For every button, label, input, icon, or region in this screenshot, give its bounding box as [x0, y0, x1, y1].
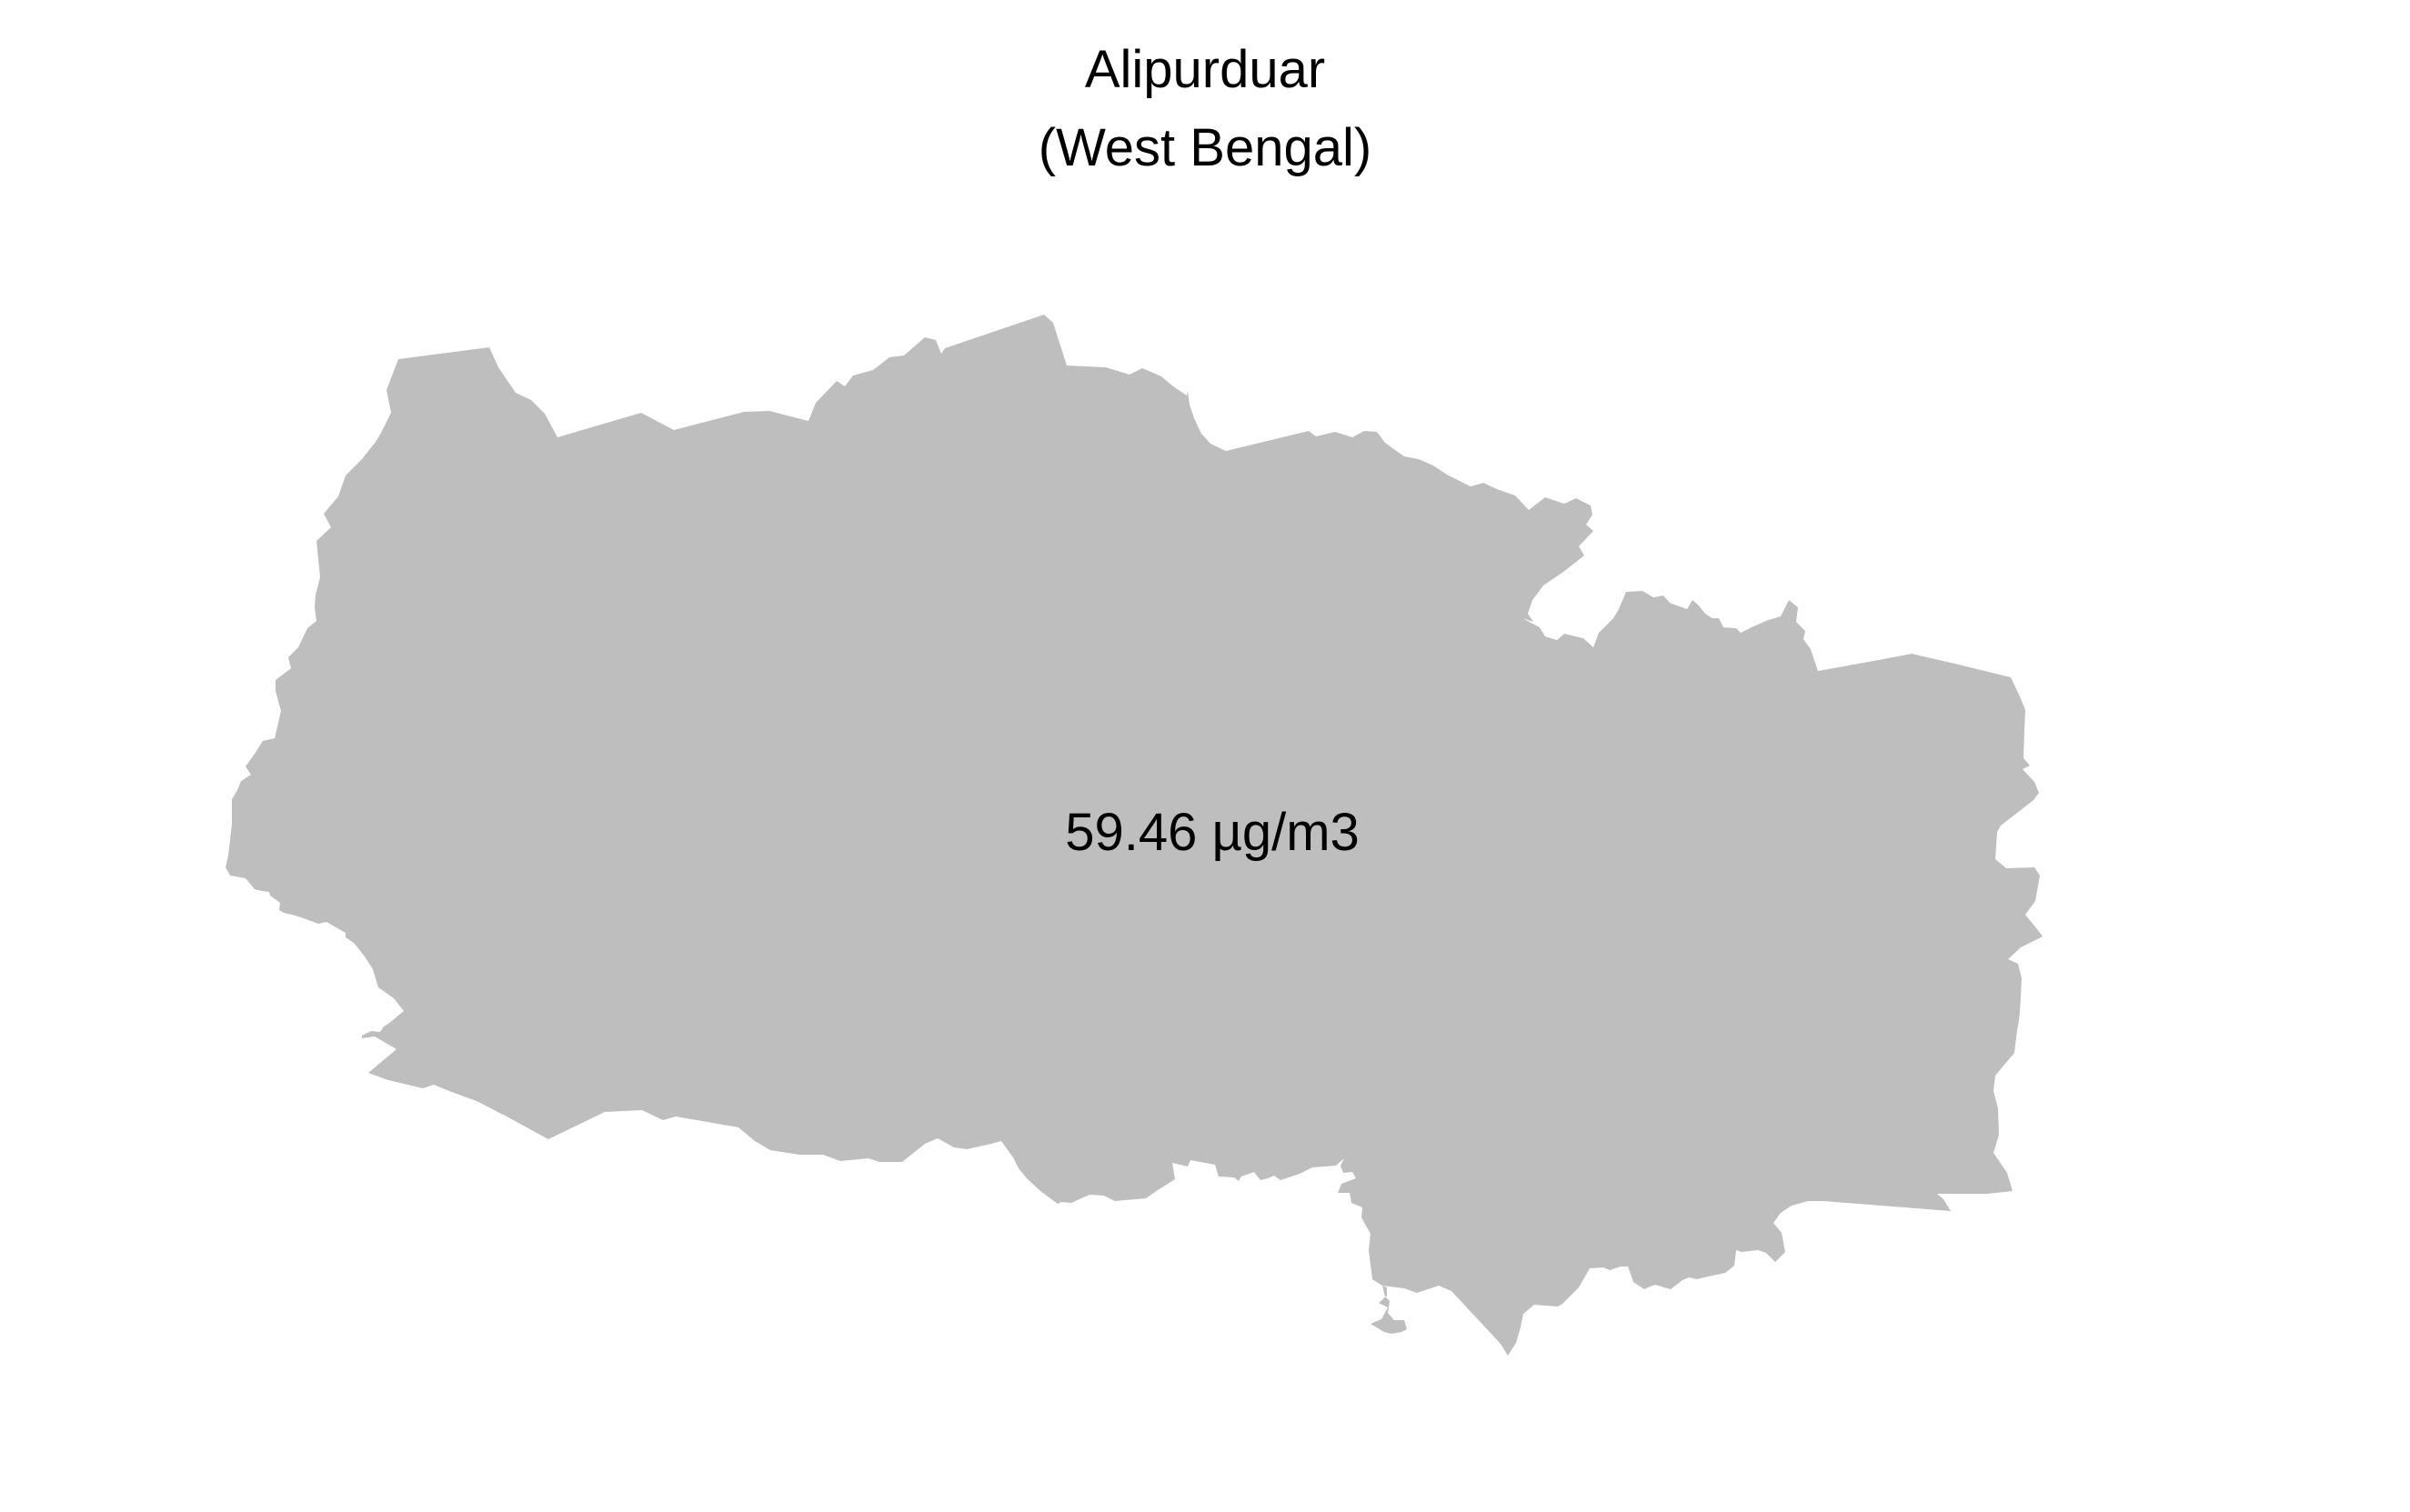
map-subtitle: (West Bengal)	[1038, 118, 1372, 177]
map-title: Alipurduar	[1084, 40, 1326, 99]
district-boundary-shape	[226, 315, 2043, 1356]
pollution-value-label: 59.46 µg/m3	[1065, 803, 1360, 862]
